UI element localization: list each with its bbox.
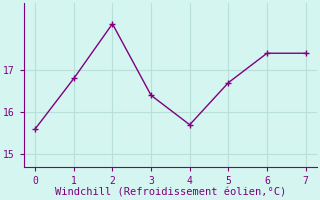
X-axis label: Windchill (Refroidissement éolien,°C): Windchill (Refroidissement éolien,°C): [55, 187, 286, 197]
